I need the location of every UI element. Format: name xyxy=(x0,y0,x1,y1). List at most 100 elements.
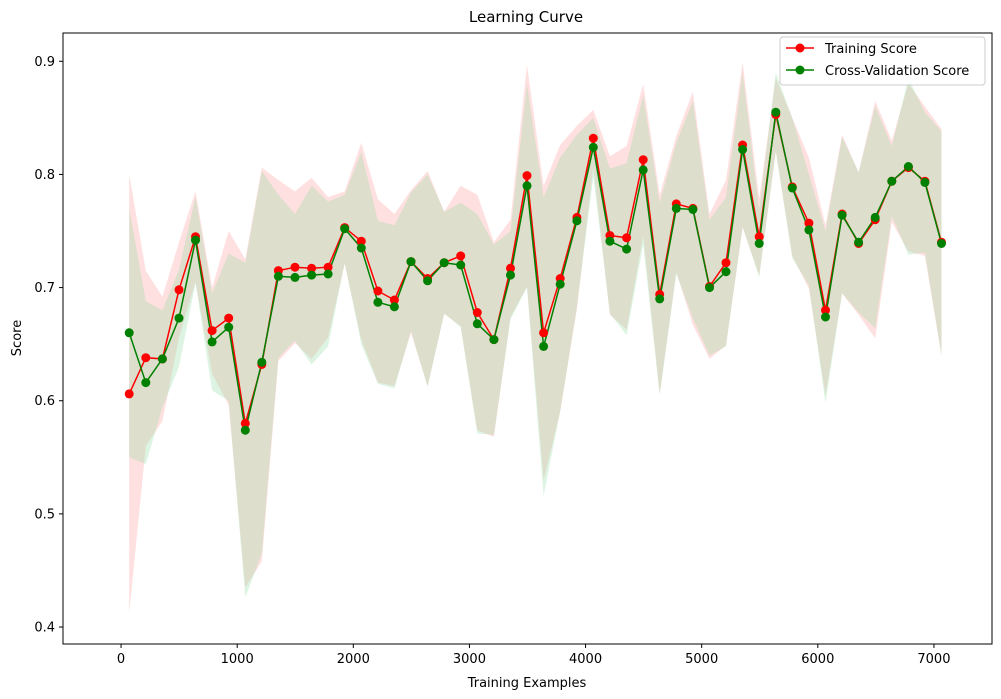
plot-area-frame xyxy=(62,32,993,645)
point-series-1-40 xyxy=(787,183,797,193)
point-series-1-44 xyxy=(854,237,864,247)
y-tick-label-0: 0.4 xyxy=(34,621,55,636)
point-series-1-34 xyxy=(688,205,698,214)
point-series-0-42 xyxy=(821,305,830,315)
point-series-0-1 xyxy=(141,353,151,363)
point-series-1-0 xyxy=(124,328,134,338)
chart-title: Learning Curve xyxy=(469,8,583,26)
point-series-1-37 xyxy=(738,145,748,154)
point-series-0-7 xyxy=(240,418,250,428)
point-series-1-46 xyxy=(887,176,897,186)
point-series-0-38 xyxy=(754,232,764,242)
x-tick-label-6: 6000 xyxy=(801,652,834,667)
point-series-1-1 xyxy=(141,378,151,388)
point-series-0-21 xyxy=(472,308,482,317)
y-tick-label-5: 0.9 xyxy=(34,55,55,70)
point-series-1-9 xyxy=(273,271,283,281)
x-tick-label-3: 3000 xyxy=(453,652,486,667)
point-series-1-42 xyxy=(821,312,830,322)
point-series-0-36 xyxy=(721,258,731,268)
point-series-1-25 xyxy=(539,341,549,351)
point-series-1-3 xyxy=(174,313,184,323)
point-series-0-10 xyxy=(290,262,300,272)
y-tick-label-2: 0.6 xyxy=(34,394,55,409)
point-series-0-16 xyxy=(389,295,399,305)
x-tick-label-2: 2000 xyxy=(337,652,370,667)
point-series-0-5 xyxy=(207,326,217,336)
point-series-1-41 xyxy=(804,225,814,235)
point-series-1-24 xyxy=(522,181,532,191)
x-tick-label-5: 5000 xyxy=(685,652,718,667)
y-axis-title: Score xyxy=(10,320,25,356)
x-axis-ticks: 0 1000 2000 3000 4000 5000 6000 7000 xyxy=(117,644,950,667)
point-series-1-8 xyxy=(257,357,267,367)
point-series-1-17 xyxy=(406,257,416,267)
legend-training-label: Training Score xyxy=(824,42,917,57)
point-series-1-21 xyxy=(472,319,482,329)
point-series-1-29 xyxy=(605,236,615,246)
y-axis-ticks: 0.4 0.5 0.6 0.7 0.8 0.9 xyxy=(34,55,63,636)
point-series-0-31 xyxy=(638,155,648,165)
point-series-1-15 xyxy=(373,297,383,307)
point-series-1-5 xyxy=(207,337,217,347)
point-series-1-18 xyxy=(423,276,433,286)
point-series-1-35 xyxy=(705,283,714,293)
y-tick-label-1: 0.5 xyxy=(34,507,55,522)
point-series-1-27 xyxy=(572,216,582,226)
point-series-1-48 xyxy=(920,177,930,187)
point-series-0-3 xyxy=(174,285,184,295)
point-series-1-12 xyxy=(323,269,333,279)
point-series-1-22 xyxy=(489,335,499,345)
point-series-0-25 xyxy=(539,328,549,338)
point-series-1-33 xyxy=(671,203,681,213)
point-series-1-6 xyxy=(224,322,234,332)
point-series-1-2 xyxy=(157,354,167,364)
point-series-1-14 xyxy=(356,243,366,253)
point-series-1-10 xyxy=(290,272,300,282)
x-tick-label-0: 0 xyxy=(117,652,125,667)
point-series-1-11 xyxy=(307,270,317,280)
x-axis-title: Training Examples xyxy=(467,676,587,691)
point-series-1-39 xyxy=(771,107,781,117)
x-tick-label-1: 1000 xyxy=(221,652,254,667)
legend-cv-label: Cross-Validation Score xyxy=(825,64,969,79)
x-tick-label-4: 4000 xyxy=(569,652,602,667)
point-series-1-4 xyxy=(191,235,200,245)
legend: Training Score Cross-Validation Score xyxy=(779,36,986,86)
series-points xyxy=(124,107,946,435)
point-series-1-43 xyxy=(837,210,847,220)
point-series-0-24 xyxy=(522,171,532,181)
point-series-1-36 xyxy=(721,267,731,277)
point-series-1-28 xyxy=(588,142,598,152)
point-series-0-23 xyxy=(506,263,515,273)
point-series-1-38 xyxy=(754,239,764,248)
point-series-1-20 xyxy=(456,260,466,270)
point-series-1-26 xyxy=(555,279,565,289)
point-series-0-11 xyxy=(307,263,317,273)
y-tick-label-4: 0.8 xyxy=(34,168,55,183)
point-series-0-14 xyxy=(356,236,366,246)
point-series-1-32 xyxy=(655,294,665,304)
point-series-0-20 xyxy=(456,251,466,261)
point-series-1-7 xyxy=(240,425,250,435)
legend-frame xyxy=(779,36,986,86)
point-series-1-19 xyxy=(439,258,449,268)
band-series-0 xyxy=(129,62,942,614)
point-series-1-31 xyxy=(638,165,648,175)
band-series-1 xyxy=(129,72,942,598)
x-tick-label-7: 7000 xyxy=(917,652,950,667)
point-series-1-23 xyxy=(506,270,515,280)
point-series-0-12 xyxy=(323,262,333,272)
point-series-1-47 xyxy=(903,162,913,171)
point-series-0-30 xyxy=(622,233,632,243)
point-series-0-28 xyxy=(588,133,598,143)
point-series-1-16 xyxy=(389,302,399,312)
point-series-1-45 xyxy=(870,212,880,222)
y-tick-label-3: 0.7 xyxy=(34,281,55,296)
point-series-0-0 xyxy=(124,389,134,399)
point-series-0-41 xyxy=(804,218,814,228)
point-series-0-6 xyxy=(224,313,234,323)
legend-training-marker xyxy=(795,43,805,53)
point-series-1-30 xyxy=(622,244,632,254)
